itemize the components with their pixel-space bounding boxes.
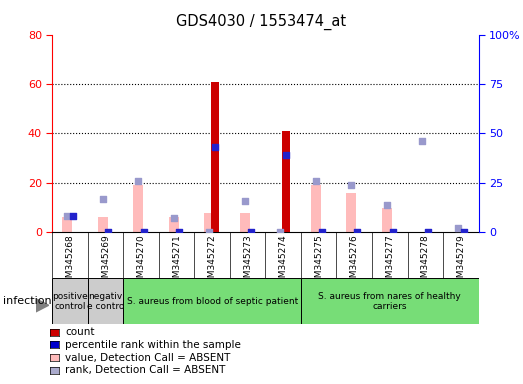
Bar — [211, 81, 219, 232]
Bar — [382, 208, 392, 232]
Point — [383, 202, 391, 208]
Text: GSM345268: GSM345268 — [65, 235, 75, 290]
Point — [134, 178, 142, 184]
Point — [418, 138, 427, 144]
Point — [63, 214, 72, 220]
Point — [205, 229, 213, 235]
Text: GSM345275: GSM345275 — [314, 235, 323, 290]
Bar — [311, 185, 321, 232]
Text: GSM345269: GSM345269 — [101, 235, 110, 290]
Text: GSM345274: GSM345274 — [279, 235, 288, 289]
Text: GSM345277: GSM345277 — [385, 235, 394, 290]
Bar — [88, 278, 123, 324]
Bar — [204, 213, 214, 232]
Point — [312, 178, 320, 184]
Bar — [301, 278, 479, 324]
Text: S. aureus from blood of septic patient: S. aureus from blood of septic patient — [127, 297, 298, 306]
Point — [169, 215, 178, 222]
Point — [454, 225, 462, 232]
Point — [389, 229, 397, 235]
Text: GSM345272: GSM345272 — [208, 235, 217, 289]
Point — [175, 229, 184, 235]
Polygon shape — [36, 299, 49, 312]
Point — [246, 229, 255, 235]
Text: rank, Detection Call = ABSENT: rank, Detection Call = ABSENT — [65, 365, 226, 375]
Bar — [240, 213, 250, 232]
Point — [69, 214, 77, 220]
Point — [317, 229, 326, 235]
Bar — [52, 278, 88, 324]
Point — [140, 229, 148, 235]
Bar — [123, 278, 301, 324]
Point — [241, 198, 249, 204]
Point — [424, 229, 433, 235]
Bar — [133, 185, 143, 232]
Bar — [62, 217, 72, 232]
Point — [282, 152, 290, 158]
Point — [353, 229, 361, 235]
Text: GDS4030 / 1553474_at: GDS4030 / 1553474_at — [176, 13, 347, 30]
Text: GSM345270: GSM345270 — [137, 235, 145, 290]
Text: infection: infection — [3, 296, 51, 306]
Text: percentile rank within the sample: percentile rank within the sample — [65, 340, 241, 350]
Text: GSM345271: GSM345271 — [172, 235, 181, 290]
Text: value, Detection Call = ABSENT: value, Detection Call = ABSENT — [65, 353, 231, 362]
Text: positive
control: positive control — [52, 292, 88, 311]
Text: GSM345273: GSM345273 — [243, 235, 252, 290]
Text: count: count — [65, 327, 95, 337]
Point — [347, 182, 356, 188]
Bar — [169, 217, 179, 232]
Point — [211, 144, 219, 151]
Text: GSM345278: GSM345278 — [421, 235, 430, 290]
Text: GSM345279: GSM345279 — [456, 235, 465, 290]
Bar — [346, 193, 356, 232]
Text: S. aureus from nares of healthy
carriers: S. aureus from nares of healthy carriers — [319, 292, 461, 311]
Bar — [98, 217, 108, 232]
Text: negativ
e contro: negativ e contro — [87, 292, 124, 311]
Point — [98, 195, 107, 202]
Point — [104, 229, 112, 235]
Point — [459, 229, 468, 235]
Bar — [282, 131, 290, 232]
Point — [276, 229, 285, 235]
Text: GSM345276: GSM345276 — [350, 235, 359, 290]
